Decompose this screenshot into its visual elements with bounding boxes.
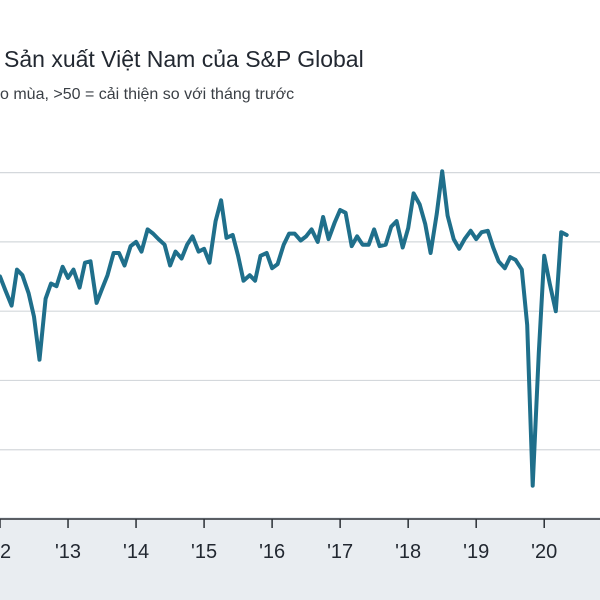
x-tick-label: '13: [55, 541, 81, 563]
x-tick-label: '19: [463, 541, 489, 563]
x-tick-label: '16: [259, 541, 285, 563]
x-tick-label: '18: [395, 541, 421, 563]
series-line: [0, 169, 569, 488]
series-layer: [0, 169, 569, 488]
chart-title: Sản xuất Việt Nam của S&P Global: [4, 46, 364, 72]
x-axis-band: [0, 517, 600, 600]
x-tick-label: '20: [531, 541, 557, 563]
x-tick-label: '14: [123, 541, 149, 563]
x-axis: 12 '13 '14 '15 '16 '17 '18 '19 '20: [0, 518, 600, 563]
x-tick-label: 12: [0, 541, 11, 563]
x-tick-label: '15: [191, 541, 217, 563]
x-tick-label: '17: [327, 541, 353, 563]
gridlines: [0, 172, 600, 451]
chart-subtitle: o mùa, >50 = cải thiện so với tháng trướ…: [0, 86, 295, 103]
